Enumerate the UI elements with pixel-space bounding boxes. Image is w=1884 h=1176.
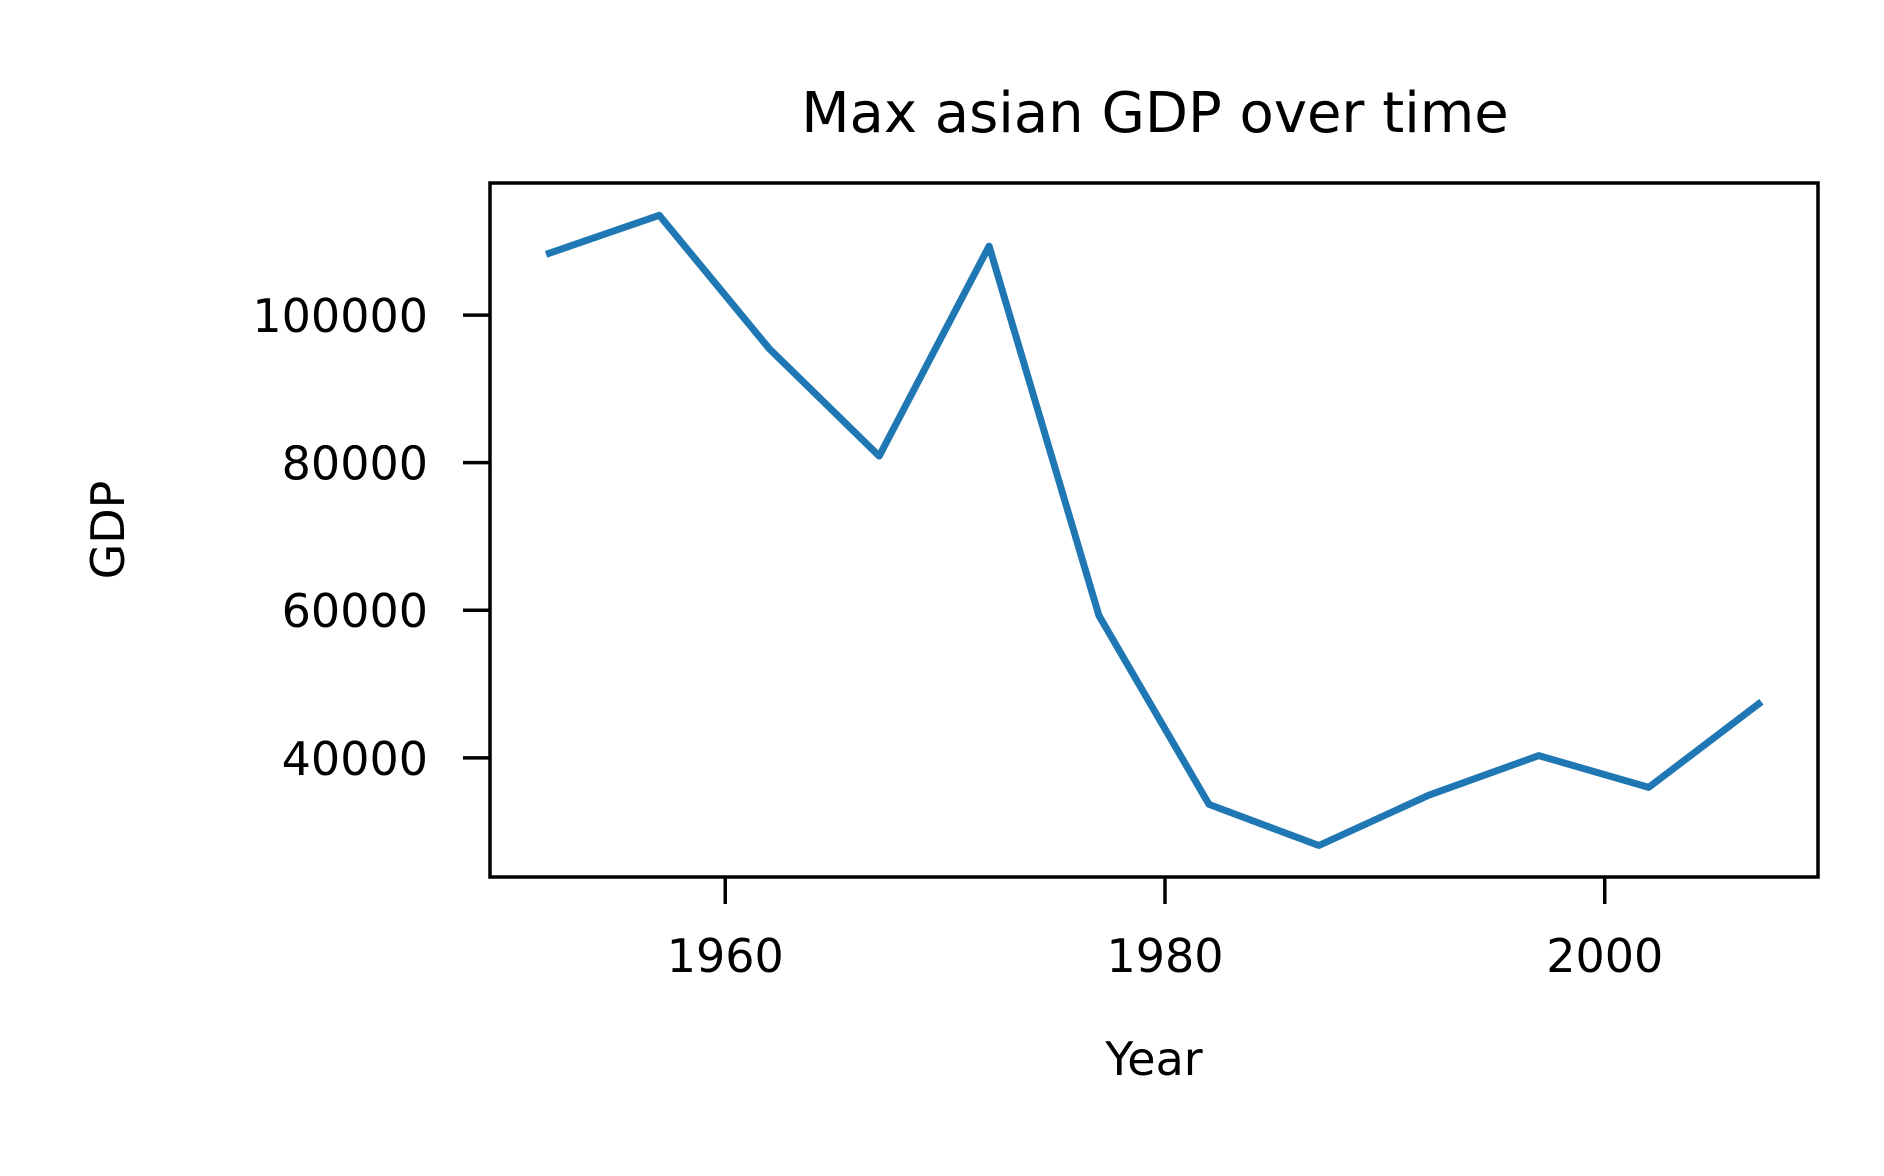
x-axis-label: Year — [1104, 1032, 1202, 1086]
x-tick-label: 2000 — [1546, 929, 1663, 983]
y-axis-ticks: 40000 60000 80000 100000 — [252, 289, 490, 786]
x-tick-label: 1980 — [1106, 929, 1223, 983]
x-axis-ticks: 1960 1980 2000 — [667, 877, 1663, 983]
y-tick-label: 60000 — [282, 584, 428, 638]
plot-area-frame — [488, 181, 1820, 879]
y-tick-label: 80000 — [282, 437, 428, 491]
y-tick-label: 100000 — [252, 289, 428, 343]
y-axis-label: GDP — [81, 481, 135, 580]
gdp-series-line — [544, 211, 1764, 849]
chart-title: Max asian GDP over time — [801, 81, 1509, 146]
x-tick-label: 1960 — [667, 929, 784, 983]
y-tick-label: 40000 — [282, 732, 428, 786]
